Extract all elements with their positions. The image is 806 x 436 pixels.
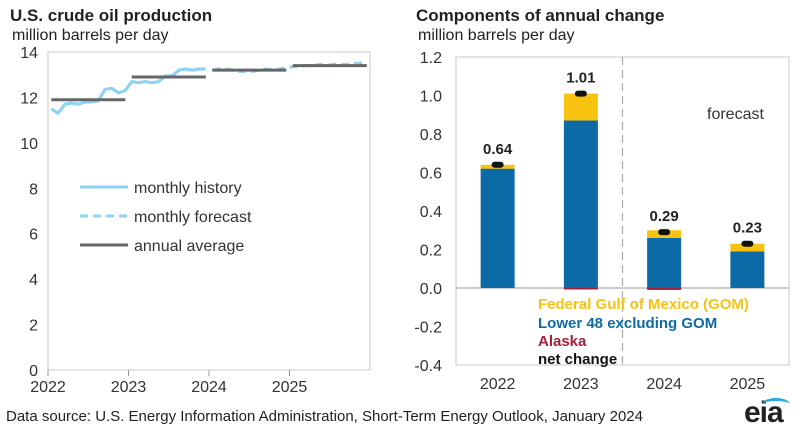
legend-net-change: net change — [538, 351, 617, 368]
left-y-tick-label: 0 — [29, 363, 38, 380]
bar-gom-2025 — [730, 243, 765, 252]
left-x-tick-label: 2024 — [191, 379, 227, 396]
right-y-tick-label: 1.0 — [420, 89, 442, 106]
left-y-tick-label: 8 — [29, 181, 38, 198]
left-y-tick-label: 2 — [29, 318, 38, 335]
bar-lower48-2025 — [730, 251, 765, 288]
right-x-tick-label: 2023 — [563, 376, 599, 393]
legend-gom: Federal Gulf of Mexico (GOM) — [538, 296, 749, 313]
left-chart-subtitle: million barrels per day — [12, 27, 169, 44]
right-chart-title: Components of annual change — [416, 6, 665, 25]
left-chart-title: U.S. crude oil production — [10, 6, 213, 25]
net-change-marker-2025 — [741, 240, 754, 247]
right-y-tick-label: 1.2 — [420, 50, 442, 67]
bar-alaska-2023 — [563, 288, 598, 290]
legend-monthly-forecast-label: monthly forecast — [134, 209, 252, 226]
eia-logo-arc — [762, 398, 790, 411]
left-y-tick-label: 6 — [29, 227, 38, 244]
left-chart: 0 2 4 6 8 10 12 14 2022 2023 2024 2025 monthly histo… — [20, 45, 371, 396]
net-change-label-2022: 0.64 — [483, 141, 513, 158]
left-x-tick-label: 2023 — [111, 379, 147, 396]
bar-lower48-2023 — [563, 120, 598, 289]
left-y-tick-label: 12 — [20, 90, 38, 107]
net-change-label-2024: 0.29 — [650, 208, 679, 225]
right-y-tick-label: -0.2 — [414, 320, 442, 337]
right-y-tick-label: 0.4 — [420, 204, 442, 221]
bar-lower48-2022 — [480, 168, 515, 288]
right-x-tick-label: 2024 — [646, 376, 682, 393]
left-y-tick-label: 4 — [29, 272, 38, 289]
net-change-marker-2024 — [658, 229, 671, 236]
right-y-tick-label: 0.2 — [420, 243, 442, 260]
net-change-marker-2023 — [574, 90, 587, 97]
right-chart-subtitle: million barrels per day — [418, 27, 575, 44]
left-y-tick-label: 14 — [20, 45, 38, 62]
right-y-tick-label: 0.8 — [420, 127, 442, 144]
monthly-history-line — [50, 67, 206, 115]
left-y-tick-label: 10 — [20, 136, 38, 153]
legend-monthly-history-label: monthly history — [134, 180, 242, 197]
net-change-label-2023: 1.01 — [566, 70, 595, 87]
right-x-tick-label: 2022 — [480, 376, 516, 393]
right-y-tick-label: 0.0 — [420, 281, 442, 298]
data-source-note: Data source: U.S. Energy Information Adm… — [6, 408, 643, 425]
left-x-tick-label: 2025 — [272, 379, 308, 396]
left-x-tick-label: 2022 — [30, 379, 66, 396]
net-change-label-2025: 0.23 — [733, 220, 762, 237]
legend-lower48: Lower 48 excluding GOM — [538, 315, 717, 332]
legend-alaska: Alaska — [538, 333, 587, 350]
bar-alaska-2024 — [647, 288, 682, 290]
net-change-marker-2022 — [491, 161, 504, 168]
right-chart: -0.4 -0.2 0.0 0.2 0.4 0.6 0.8 1.0 1.2 forecast 0.6… — [414, 50, 790, 393]
forecast-annotation: forecast — [707, 106, 764, 123]
right-y-tick-label: -0.4 — [414, 358, 442, 375]
bar-gom-2023 — [563, 93, 598, 121]
right-x-tick-label: 2025 — [730, 376, 766, 393]
legend-annual-average-label: annual average — [134, 238, 244, 255]
bar-lower48-2024 — [647, 237, 682, 288]
right-y-tick-label: 0.6 — [420, 166, 442, 183]
